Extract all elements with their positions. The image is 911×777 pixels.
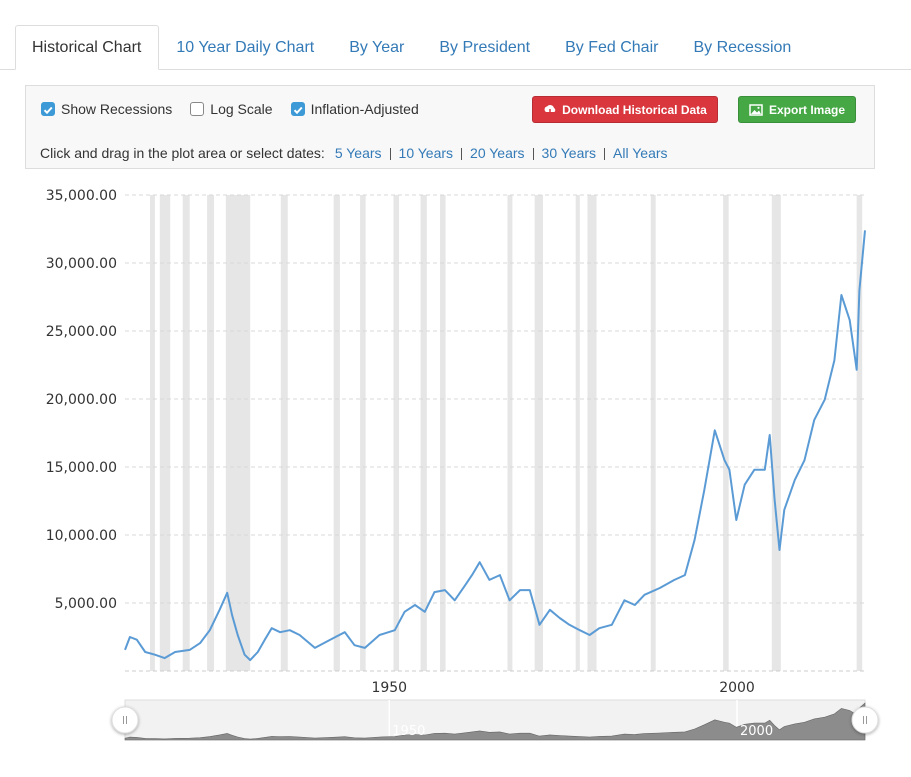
recession-band — [150, 195, 155, 671]
checkbox[interactable]: Inflation-Adjusted — [290, 101, 419, 117]
y-tick-label: 20,000.00 — [46, 392, 117, 408]
recession-band — [280, 195, 288, 671]
line-series — [124, 230, 866, 662]
navigator-label: 1950 — [392, 724, 425, 739]
recession-band — [182, 195, 190, 671]
button-label: Download Historical Data — [562, 102, 707, 117]
tab[interactable]: By Year — [349, 39, 405, 56]
button-label: Export Image — [768, 102, 846, 117]
recession-band — [207, 195, 215, 671]
recession-band — [393, 195, 400, 671]
recession-band — [650, 195, 656, 671]
range-link[interactable]: 20 Years — [470, 145, 525, 161]
recession-band — [856, 195, 863, 671]
checkbox-box — [41, 102, 55, 116]
date-prompt: Click and drag in the plot area or selec… — [40, 145, 325, 161]
y-tick-label: 10,000.00 — [46, 528, 117, 544]
recession-band — [771, 195, 781, 671]
button[interactable]: Export Image — [738, 96, 856, 123]
y-tick-label: 30,000.00 — [46, 256, 117, 272]
range-handle[interactable] — [111, 706, 139, 734]
y-tick-label: 35,000.00 — [46, 188, 117, 204]
recession-band — [225, 195, 251, 671]
y-tick-label: 25,000.00 — [46, 324, 117, 340]
checkbox-box — [190, 102, 205, 116]
recession-band — [420, 195, 427, 671]
tab[interactable]: By Recession — [693, 39, 792, 56]
date-selector: Click and drag in the plot area or selec… — [40, 145, 668, 161]
separator — [604, 148, 606, 160]
tab[interactable]: Historical Chart — [15, 25, 160, 70]
recession-band — [333, 195, 340, 671]
separator — [461, 148, 463, 160]
range-link[interactable]: 10 Years — [398, 145, 454, 161]
y-tick-label: 5,000.00 — [55, 596, 117, 612]
chart: 5,000.00 10,000.00 15,000.00 20,000.00 25,00… — [46, 188, 879, 741]
range-link[interactable]: 30 Years — [541, 145, 597, 161]
range-handle[interactable] — [851, 706, 879, 734]
recession-band — [159, 195, 171, 671]
recession-band — [723, 195, 729, 671]
x-tick-label: 1950 — [371, 680, 407, 696]
tab-bar: Historical Chart 10 Year Daily Chart By Ye… — [0, 25, 911, 70]
y-tick-label: 15,000.00 — [46, 460, 117, 476]
tab[interactable]: By Fed Chair — [565, 39, 659, 56]
recession-band — [440, 195, 446, 671]
tabs: Historical Chart 10 Year Daily Chart By Ye… — [15, 25, 809, 70]
checkbox[interactable]: Log Scale — [190, 101, 273, 117]
checkbox-label: Log Scale — [210, 101, 273, 117]
range-link[interactable]: All Years — [613, 145, 668, 161]
separator — [389, 148, 391, 160]
control-panel: Show Recessions Log Scale Inflation-Adjust… — [25, 85, 875, 169]
check-icon — [293, 106, 303, 115]
recession-band — [575, 195, 580, 671]
recession-band — [507, 195, 513, 671]
checkbox-label: Show Recessions — [61, 101, 173, 117]
checkboxes: Show Recessions Log Scale Inflation-Adjust… — [41, 101, 437, 117]
recession-band — [360, 195, 366, 671]
download-icon — [544, 104, 556, 116]
x-tick-label: 2000 — [719, 680, 755, 696]
navigator-area — [124, 702, 866, 741]
recession-band — [534, 195, 543, 671]
checkbox-label: Inflation-Adjusted — [310, 101, 419, 117]
tab[interactable]: By President — [439, 39, 531, 56]
image-icon — [749, 103, 763, 116]
navigator-label: 2000 — [740, 724, 773, 739]
range-link[interactable]: 5 Years — [334, 145, 382, 161]
separator — [532, 148, 534, 160]
button[interactable]: Download Historical Data — [532, 96, 718, 123]
recession-band — [587, 195, 597, 671]
check-icon — [43, 106, 53, 115]
checkbox[interactable]: Show Recessions — [41, 101, 172, 117]
tab[interactable]: 10 Year Daily Chart — [176, 39, 315, 56]
checkbox-box — [290, 102, 305, 116]
